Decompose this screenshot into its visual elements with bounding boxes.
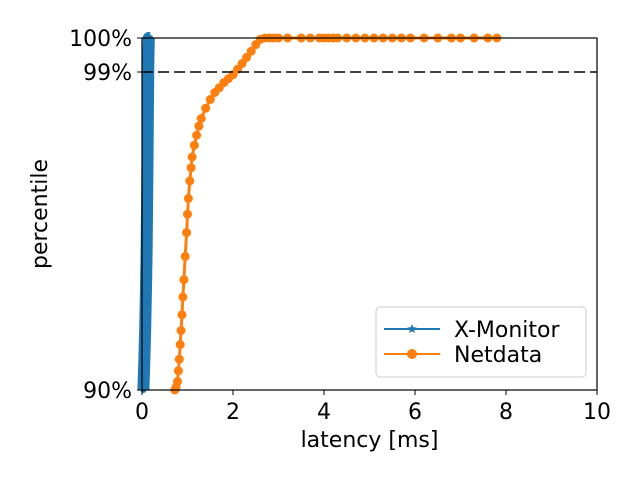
legend-entry: Netdata — [384, 343, 542, 368]
data-point — [143, 249, 150, 256]
data-point — [143, 279, 150, 286]
series-1 — [170, 33, 502, 395]
star-marker-icon — [407, 324, 417, 333]
data-point — [144, 157, 151, 164]
data-point — [201, 103, 211, 113]
data-point — [246, 46, 256, 56]
x-tick-label: 6 — [408, 400, 422, 425]
data-point — [177, 310, 187, 320]
legend-label: Netdata — [454, 343, 542, 368]
data-point — [175, 340, 185, 350]
data-point — [242, 52, 252, 62]
data-point — [186, 163, 196, 173]
data-point — [142, 304, 149, 311]
x-tick-label: 10 — [583, 400, 611, 425]
y-axis-label: percentile — [28, 159, 53, 269]
data-point — [179, 275, 189, 285]
data-point — [192, 130, 202, 140]
data-point — [182, 228, 192, 238]
data-point — [196, 114, 206, 123]
y-tick-label: 100% — [69, 27, 132, 52]
data-point — [189, 140, 199, 150]
legend-label: X-Monitor — [454, 318, 560, 343]
data-point — [185, 176, 195, 186]
data-point — [142, 325, 149, 332]
data-point — [194, 121, 204, 131]
data-point — [141, 359, 148, 366]
data-point — [174, 354, 184, 364]
axes-frame — [141, 37, 598, 391]
data-point — [187, 152, 197, 162]
data-point — [205, 95, 215, 104]
x-axis-label: latency [ms] — [301, 428, 439, 453]
y-tick-label: 90% — [83, 379, 132, 404]
data-point — [173, 377, 182, 386]
x-tick-label: 4 — [317, 400, 331, 425]
x-tick-label: 2 — [226, 400, 240, 425]
data-point — [173, 366, 183, 376]
legend-box — [375, 306, 587, 378]
y-tick-label: 99% — [83, 61, 132, 86]
legend-entry: X-Monitor — [384, 318, 560, 343]
data-point — [144, 211, 150, 218]
data-point — [183, 209, 192, 219]
data-point — [178, 292, 188, 302]
data-point — [144, 105, 151, 112]
axes: 0 2 4 6 8 10 90% 99% 100% — [69, 27, 611, 425]
data-point — [176, 326, 186, 335]
data-point — [141, 343, 148, 350]
data-point — [180, 251, 190, 261]
x-tick-label: 0 — [135, 400, 149, 425]
x-tick-label: 8 — [499, 400, 513, 425]
data-point — [183, 194, 193, 203]
circle-marker-icon — [407, 349, 417, 359]
data-point — [145, 54, 152, 61]
